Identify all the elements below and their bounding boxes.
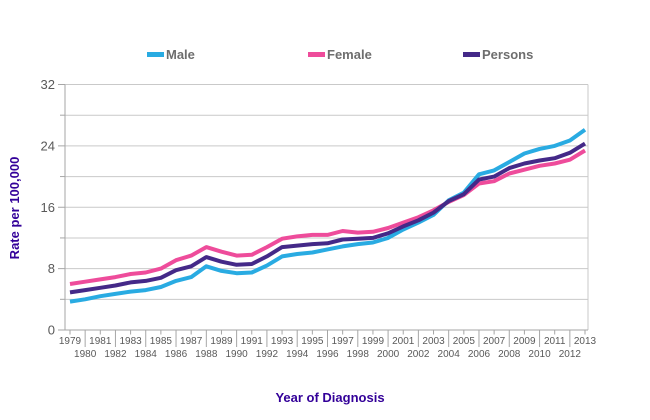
x-tick-label: 2004 [438, 349, 461, 360]
x-tick-label: 1989 [210, 336, 233, 347]
x-tick-label: 2008 [498, 349, 521, 360]
x-tick-label: 2012 [559, 349, 582, 360]
x-tick-label: 1980 [74, 349, 97, 360]
legend-item-persons: Persons [463, 47, 533, 62]
x-tick-label: 2000 [377, 349, 400, 360]
x-tick-label: 1995 [301, 336, 324, 347]
x-tick-label: 2009 [513, 336, 536, 347]
x-tick-label: 1987 [180, 336, 203, 347]
x-tick-label: 2003 [422, 336, 445, 347]
x-tick-label: 2005 [453, 336, 476, 347]
x-tick-label: 1993 [271, 336, 294, 347]
legend-label-male: Male [166, 47, 195, 62]
legend-item-male: Male [147, 47, 195, 62]
y-tick-label: 16 [41, 200, 55, 215]
male-series-swatch-icon [147, 52, 164, 57]
x-tick-label: 2013 [574, 336, 597, 347]
x-tick-label: 1997 [332, 336, 355, 347]
x-tick-label: 1985 [150, 336, 173, 347]
x-tick-label: 2007 [483, 336, 506, 347]
legend-label-persons: Persons [482, 47, 534, 62]
y-tick-label: 24 [41, 138, 55, 153]
legend-item-female: Female [308, 47, 372, 62]
x-tick-label: 2002 [407, 349, 430, 360]
x-tick-label: 1994 [286, 349, 309, 360]
x-tick-label: 1998 [347, 349, 370, 360]
x-tick-label: 1999 [362, 336, 385, 347]
x-tick-label: 2006 [468, 349, 491, 360]
x-tick-label: 1996 [316, 349, 339, 360]
persons-line [69, 141, 587, 295]
legend-label-female: Female [327, 47, 372, 62]
x-tick-label: 1982 [104, 349, 127, 360]
x-tick-label: 1984 [135, 349, 158, 360]
x-tick-label: 2001 [392, 336, 415, 347]
x-tick-label: 1981 [89, 336, 112, 347]
y-tick-label: 0 [48, 323, 55, 338]
x-tick-label: 1983 [119, 336, 142, 347]
x-tick-label: 1990 [225, 349, 248, 360]
x-tick-label: 1991 [241, 336, 264, 347]
x-tick-label: 1979 [59, 336, 82, 347]
x-tick-label: 1986 [165, 349, 188, 360]
y-tick-label: 8 [48, 261, 55, 276]
legend: Male Female Persons [0, 0, 650, 70]
female-series-swatch-icon [308, 52, 325, 57]
x-tick-label: 2010 [528, 349, 551, 360]
x-tick-label: 1992 [256, 349, 279, 360]
female-line [69, 148, 587, 286]
x-tick-label: 2011 [544, 336, 566, 347]
y-tick-label: 32 [41, 77, 55, 92]
x-axis-title: Year of Diagnosis [275, 390, 385, 405]
male-line [69, 128, 587, 304]
persons-series-swatch-icon [463, 52, 480, 57]
x-tick-label: 1988 [195, 349, 218, 360]
